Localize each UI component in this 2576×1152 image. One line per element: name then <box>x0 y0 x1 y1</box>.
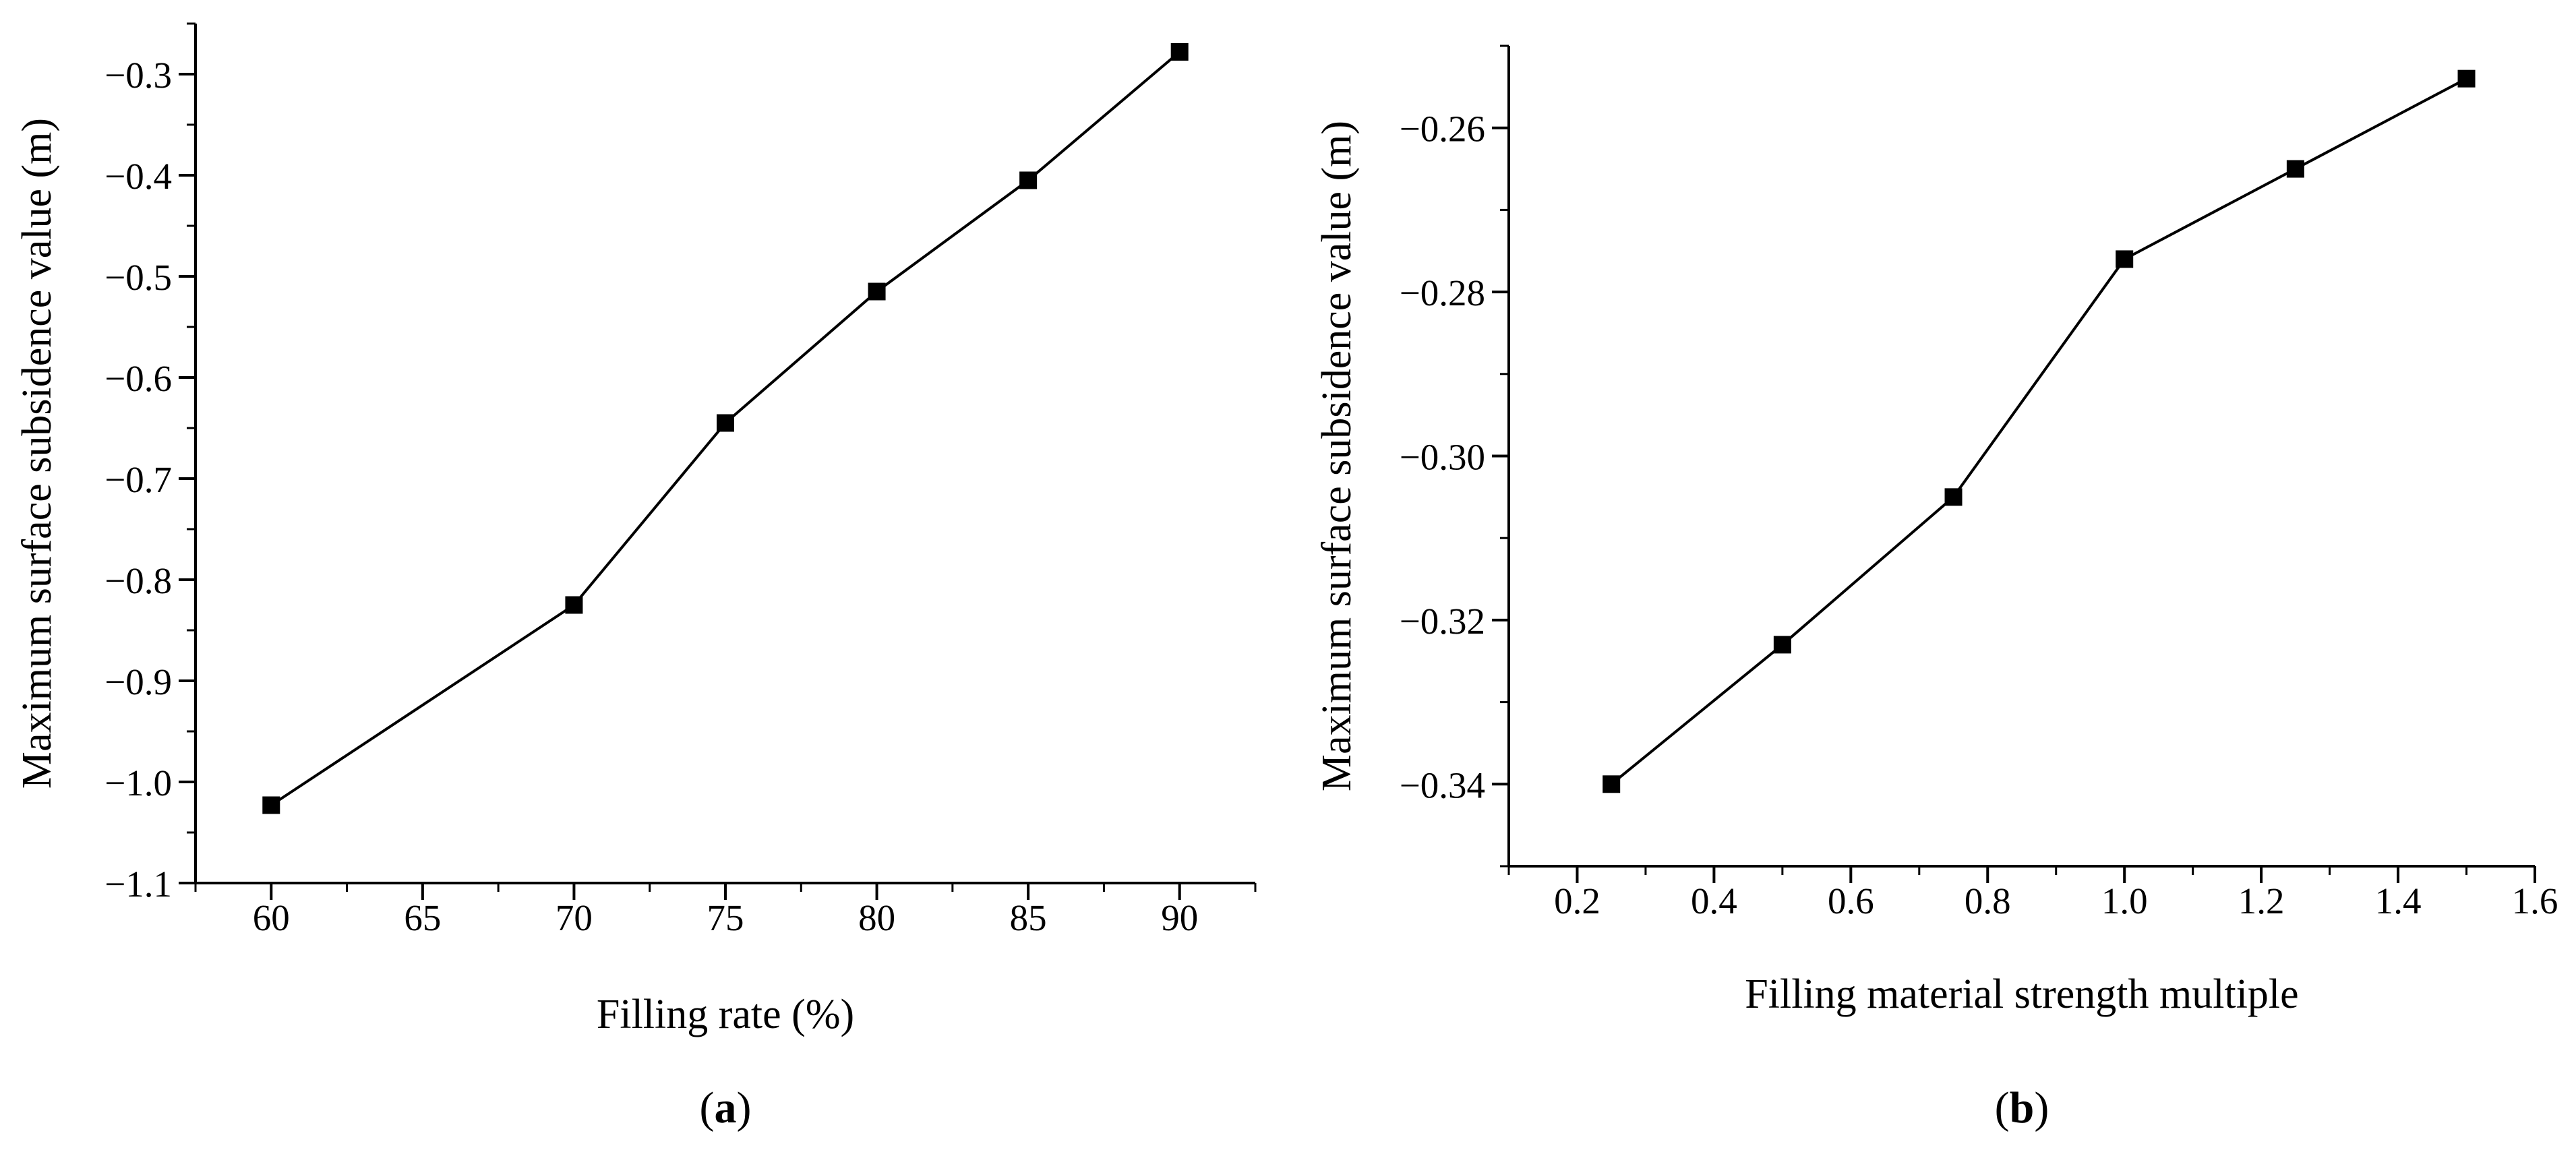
data-point-marker <box>565 596 583 614</box>
x-tick-label: 0.4 <box>1691 880 1737 921</box>
y-tick-label: −0.30 <box>1400 437 1485 478</box>
y-axis-title: Maximum surface subsidence value (m) <box>1314 121 1360 791</box>
y-tick-label: −0.26 <box>1400 109 1485 150</box>
chart-panel-b: 0.2 0.4 0.6 0.8 1.0 1.2 1.4 1.6 −0.34 −0.32 −0.30 −… <box>1314 44 2558 1132</box>
y-tick-label: −0.28 <box>1400 272 1485 313</box>
y-tick-label: −0.8 <box>104 560 172 601</box>
x-axis-title: Filling material strength multiple <box>1745 971 2298 1017</box>
y-tick-label: −0.6 <box>104 358 172 399</box>
y-tick-label: −0.7 <box>104 459 172 500</box>
data-point-marker <box>1944 488 1963 506</box>
data-point-marker <box>2116 250 2134 268</box>
chart-panel-a: 60 65 70 75 80 85 90 −1.1 −1.0 −0.9 −0.8 −0.7 −0.6 −0… <box>14 22 1257 1132</box>
x-tick-label: 60 <box>253 897 290 938</box>
x-tick-label: 90 <box>1161 897 1198 938</box>
data-point-marker <box>262 796 280 814</box>
series-line <box>1610 77 2467 785</box>
x-tick-label: 75 <box>707 897 744 938</box>
x-tick-label: 1.0 <box>2101 880 2148 921</box>
data-point-marker <box>717 414 734 432</box>
data-point-marker <box>2457 69 2476 88</box>
y-tick-label: −0.34 <box>1400 764 1485 806</box>
y-tick-label: −0.9 <box>104 661 172 702</box>
x-tick-label: 1.6 <box>2512 880 2558 921</box>
x-tick-label: 65 <box>404 897 441 938</box>
y-tick-label: −1.0 <box>104 762 172 804</box>
y-tick-label: −0.5 <box>104 257 172 298</box>
x-tick-label: 0.2 <box>1554 880 1600 921</box>
panel-label: (a) <box>700 1083 752 1132</box>
x-tick-label: 0.6 <box>1828 880 1874 921</box>
y-tick-label: −0.4 <box>104 156 172 197</box>
data-point-marker <box>1773 636 1791 654</box>
y-tick-label: −1.1 <box>104 863 172 905</box>
x-tick-label: 0.8 <box>1965 880 2011 921</box>
x-tick-label: 70 <box>556 897 593 938</box>
y-tick-label: −0.32 <box>1400 601 1485 642</box>
x-tick-label: 1.4 <box>2375 880 2422 921</box>
y-axis-title: Maximum surface subsidence value (m) <box>14 118 60 789</box>
series-line <box>270 51 1181 807</box>
data-point-marker <box>2286 160 2304 178</box>
x-tick-label: 80 <box>858 897 895 938</box>
y-tick-label: −0.3 <box>104 55 172 96</box>
data-point-marker <box>868 282 886 301</box>
panel-label: (b) <box>1995 1083 2049 1132</box>
x-axis-title: Filling rate (%) <box>597 992 854 1037</box>
data-point-marker <box>1170 43 1189 61</box>
data-point-marker <box>1602 775 1621 793</box>
x-tick-label: 1.2 <box>2238 880 2285 921</box>
data-point-marker <box>1019 171 1038 189</box>
x-tick-label: 85 <box>1010 897 1047 938</box>
